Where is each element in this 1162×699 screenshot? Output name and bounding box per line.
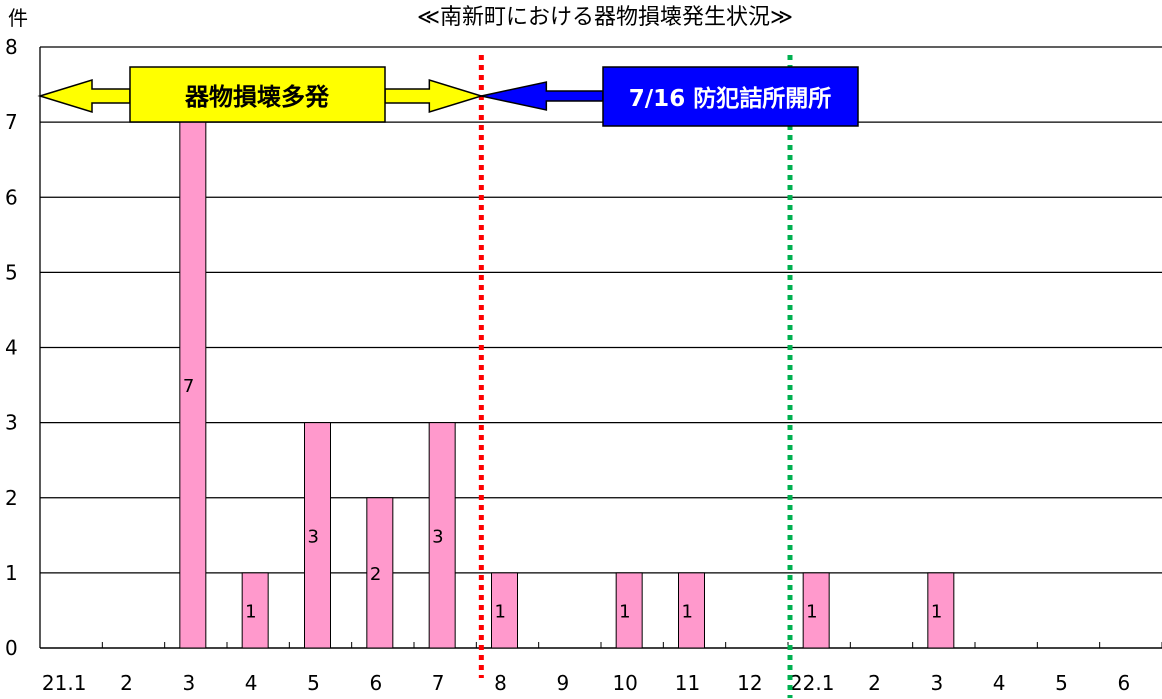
y-tick-label: 5 (5, 260, 18, 284)
x-tick-label: 11 (675, 671, 700, 695)
yellow-arrow-right-head (384, 78, 484, 114)
x-tick-label: 2 (120, 671, 133, 695)
x-tick-label: 3 (182, 671, 195, 695)
bar (927, 572, 955, 649)
yellow-annotation-label: 器物損壊多発 (184, 83, 330, 111)
annotation-arrows: 器物損壊多発 7/16 防犯詰所開所 (37, 66, 859, 127)
bar-value-label: 1 (245, 601, 256, 622)
bar-value-label: 1 (682, 601, 693, 622)
bar-value-label: 1 (495, 601, 506, 622)
x-tick-label: 12 (737, 671, 762, 695)
x-tick-label: 9 (556, 671, 569, 695)
y-tick-label: 2 (5, 486, 18, 510)
x-tick-label: 4 (993, 671, 1006, 695)
bar (678, 572, 705, 649)
x-tick-label: 6 (1117, 671, 1130, 695)
y-tick-label: 0 (5, 636, 18, 660)
reference-lines (478, 55, 793, 698)
bar (428, 422, 456, 649)
yellow-arrow-left-head (37, 78, 131, 114)
x-tick-label: 21.1 (42, 671, 87, 695)
bar (241, 572, 269, 649)
blue-arrow-head (481, 81, 604, 111)
y-tick-label: 8 (5, 35, 18, 59)
bar-value-label: 7 (183, 376, 194, 397)
y-tick-label: 1 (5, 561, 18, 585)
bar (304, 422, 331, 649)
blue-annotation-box (602, 66, 859, 127)
x-tick-label: 5 (1055, 671, 1068, 695)
bar (615, 572, 643, 649)
chart-title: ≪南新町における器物損壊発生状況≫ (417, 5, 793, 30)
bar (491, 572, 518, 649)
bar-value-label: 3 (432, 526, 443, 547)
x-tick-label: 22.1 (790, 671, 835, 695)
x-tick-label: 4 (245, 671, 258, 695)
y-tick-label: 4 (5, 336, 18, 360)
y-tick-label: 7 (5, 110, 18, 134)
bar-value-label: 1 (806, 601, 817, 622)
x-tick-label: 10 (612, 671, 637, 695)
y-axis-unit: 件 (8, 6, 28, 30)
x-tick-label: 3 (930, 671, 943, 695)
bar (366, 497, 394, 649)
bar-value-label: 1 (619, 601, 630, 622)
x-tick-label: 6 (369, 671, 382, 695)
x-tick-label: 2 (868, 671, 881, 695)
x-tick-label: 5 (307, 671, 320, 695)
blue-annotation-label: 7/16 防犯詰所開所 (629, 85, 831, 112)
y-tick-label: 3 (5, 411, 18, 435)
yellow-annotation-box (129, 66, 386, 123)
y-tick-label: 6 (5, 185, 18, 209)
gridlines (39, 46, 1162, 649)
bar (802, 572, 830, 649)
x-tick-label: 8 (494, 671, 507, 695)
bar-value-label: 1 (931, 601, 942, 622)
bar-value-label: 2 (370, 564, 381, 585)
bar-value-label: 3 (308, 526, 319, 547)
bar-series: 7 1 3 2 3 1 1 1 1 1 (179, 121, 955, 649)
x-tick-label: 7 (432, 671, 445, 695)
